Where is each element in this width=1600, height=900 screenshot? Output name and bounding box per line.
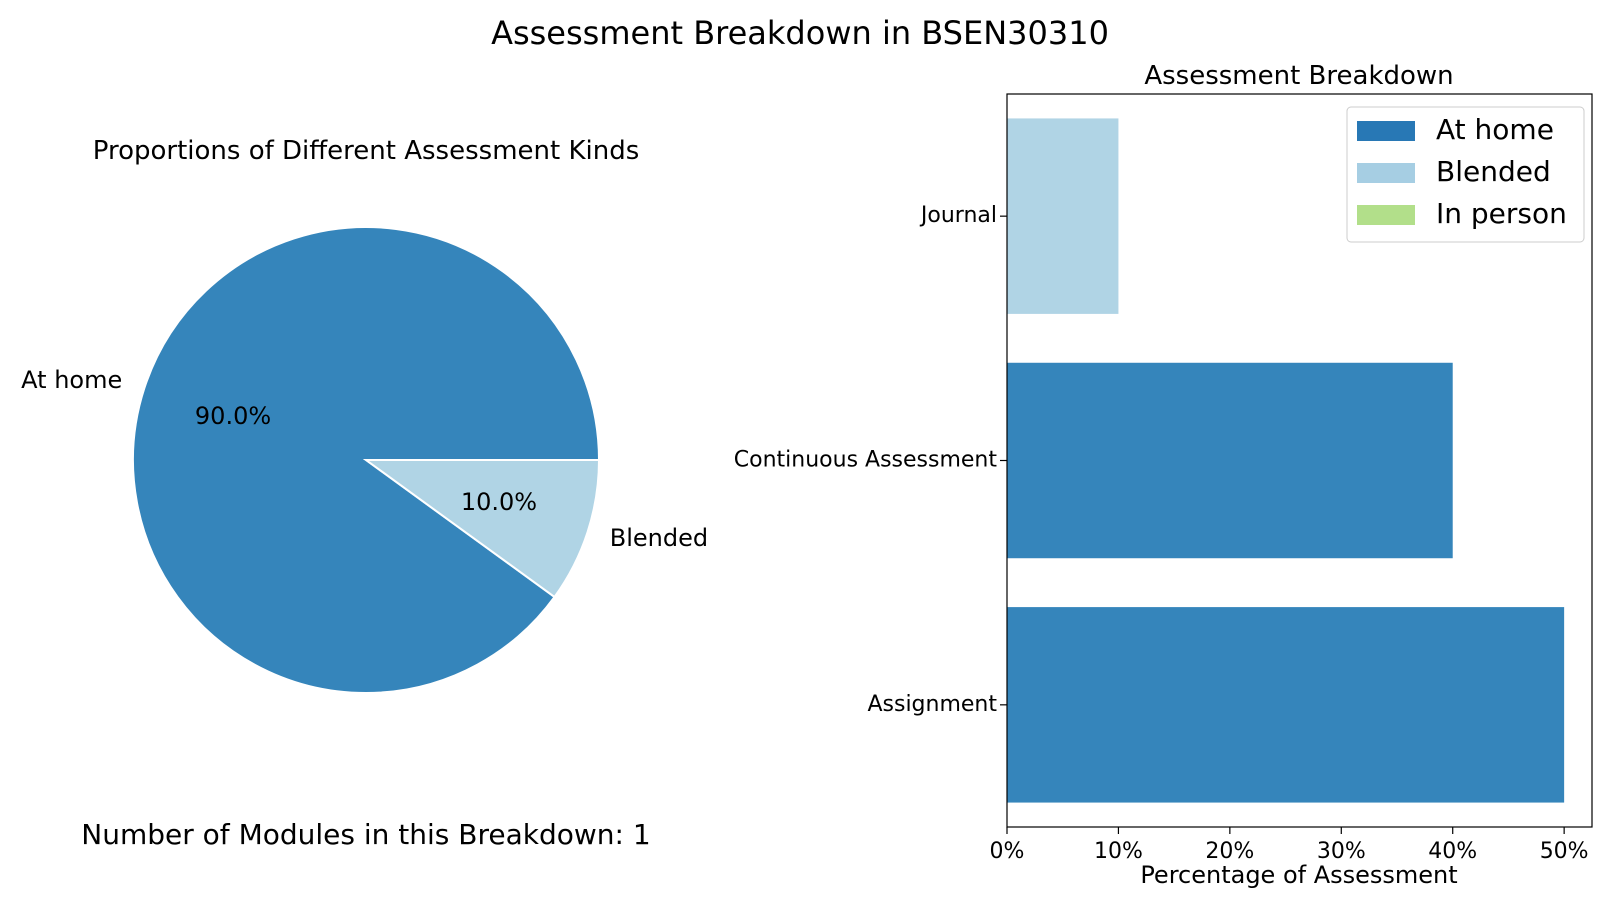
legend-swatch-in-person [1357, 205, 1415, 225]
pie-slices [132, 226, 601, 694]
pie-labels: At home 90.0% Blended 10.0% [21, 366, 708, 552]
legend-label-blended: Blended [1436, 155, 1551, 188]
bar-journal-blended [1007, 118, 1119, 314]
bar-title: Assessment Breakdown [1144, 61, 1453, 91]
bar-marks [1007, 118, 1565, 803]
pie-label-blended: Blended [610, 524, 708, 552]
y-tick-label-continuous-assessment: Continuous Assessment [734, 448, 998, 473]
x-tick-label-40: 40% [1428, 839, 1477, 864]
bar-continuous-assessment-at-home [1007, 362, 1453, 559]
x-axis-label: Percentage of Assessment [1140, 861, 1457, 889]
x-tick-label-50: 50% [1540, 839, 1589, 864]
pie-pct-label-blended: 10.0% [461, 488, 537, 516]
x-tick-label-30: 30% [1317, 839, 1366, 864]
legend-swatch-blended [1357, 163, 1415, 183]
legend-swatch-at-home [1357, 121, 1415, 141]
legend-items: At home Blended In person [1357, 113, 1567, 230]
x-tick-label-10: 10% [1094, 839, 1143, 864]
pie-slice-blended [362, 459, 601, 599]
bar-assignment-at-home [1007, 607, 1565, 803]
pie-label-at-home: At home [21, 366, 122, 394]
figure-title: Assessment Breakdown in BSEN30310 [491, 14, 1109, 52]
y-tick-label-assignment: Assignment [867, 692, 997, 717]
y-tick-label-journal: Journal [919, 203, 997, 228]
x-tick-label-0: 0% [990, 839, 1025, 864]
pie-title: Proportions of Different Assessment Kind… [93, 136, 640, 166]
bar-panel: Assessment Breakdown Assignment Continuou… [734, 61, 1593, 889]
pie-pct-label-at-home: 90.0% [195, 402, 271, 430]
legend: At home Blended In person [1346, 106, 1585, 243]
legend-label-in-person: In person [1436, 197, 1567, 230]
modules-count: Number of Modules in this Breakdown: 1 [81, 818, 650, 851]
pie-panel: Proportions of Different Assessment Kind… [21, 136, 708, 851]
y-axis: Assignment Continuous Assessment Journal [734, 203, 1007, 717]
x-axis: 0% 10% 20% 30% 40% 50% [990, 827, 1589, 864]
x-tick-label-20: 20% [1205, 839, 1254, 864]
legend-label-at-home: At home [1436, 113, 1554, 146]
